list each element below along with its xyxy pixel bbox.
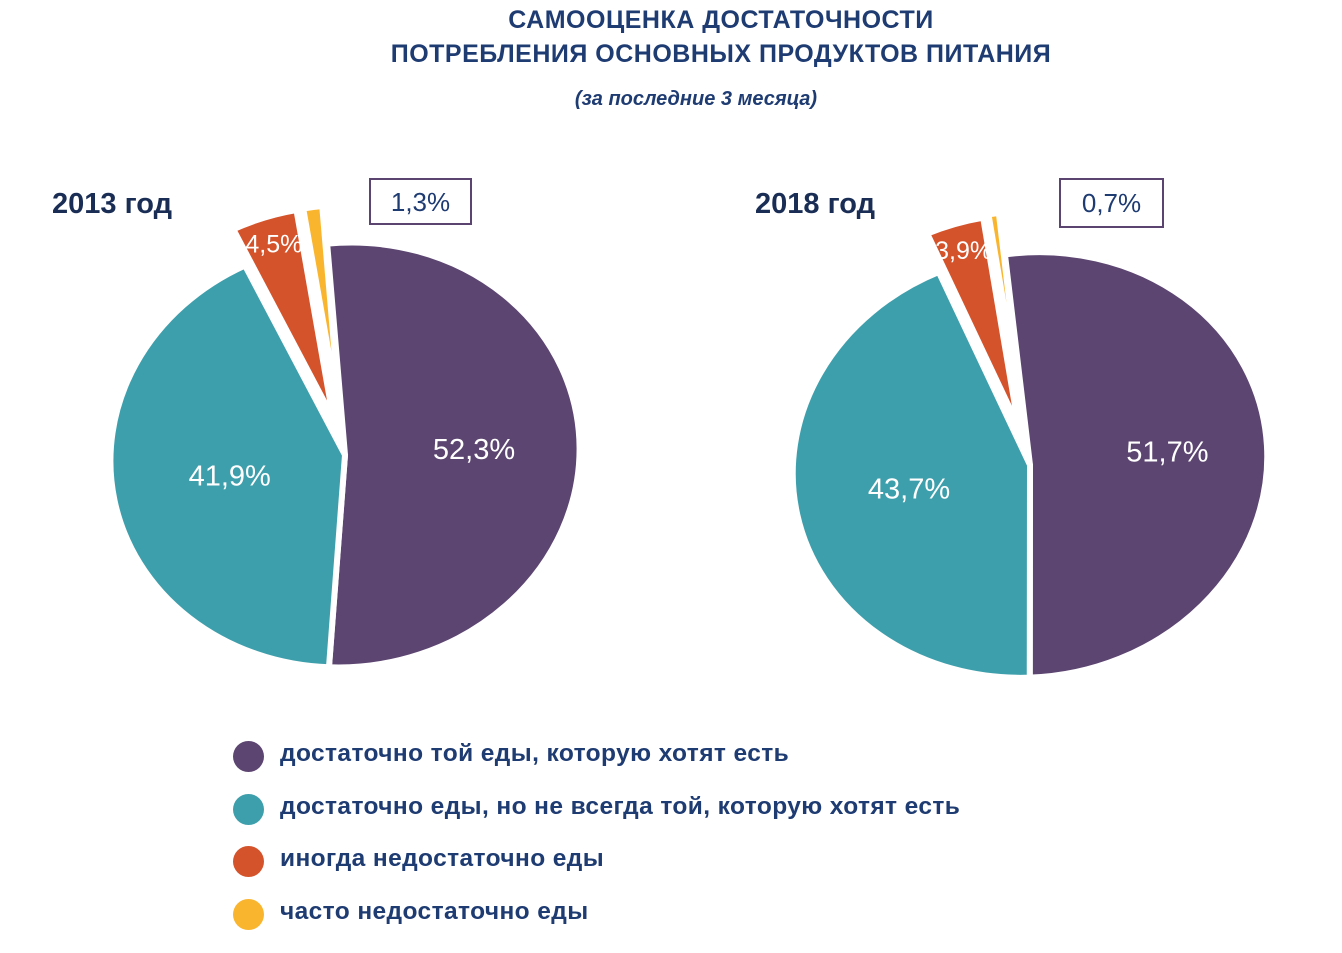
pie-2018: 51,7% 43,7% 3,9% xyxy=(789,209,1271,681)
pie-2013-slice-sometimes-not-enough xyxy=(229,206,337,421)
legend-label: часто недостаточно еды xyxy=(280,898,589,925)
chart-title-line-1: САМООЦЕНКА ДОСТАТОЧНОСТИ xyxy=(508,6,934,34)
pie-2013-title: 2013 год xyxy=(52,188,173,220)
pie-2013-slice-enough-not-always-wanted xyxy=(107,261,349,671)
legend-label: достаточно еды, но не всегда той, котору… xyxy=(280,793,961,820)
pie-2013: 52,3% 41,9% 4,5% xyxy=(107,202,583,671)
legend-label: иногда недостаточно еды xyxy=(280,845,605,872)
pie-2013-label-sometimes-not-enough: 4,5% xyxy=(245,230,302,258)
legend-marker-teal xyxy=(233,794,264,825)
chart-subtitle: (за последние 3 месяца) xyxy=(574,88,818,110)
pie-2018-label-enough-wanted-food: 51,7% xyxy=(1126,436,1208,468)
chart-title-line-2: ПОТРЕБЛЕНИЯ ОСНОВНЫХ ПРОДУКТОВ ПИТАНИЯ xyxy=(390,40,1052,68)
pie-2018-label-sometimes-not-enough: 3,9% xyxy=(935,237,992,265)
legend-marker-yellow xyxy=(233,899,264,930)
pie-2018-slice-sometimes-not-enough xyxy=(923,214,1022,428)
pie-2013-slice-enough-wanted-food xyxy=(323,239,583,671)
legend-marker-purple xyxy=(233,741,264,772)
pie-2018-callout-label: 0,7% xyxy=(1059,178,1164,228)
pie-2013-label-enough-wanted-food: 52,3% xyxy=(433,434,515,466)
legend-label: достаточно той еды, которую хотят есть xyxy=(280,740,790,767)
pie-2018-slice-enough-wanted-food xyxy=(1001,249,1271,681)
pie-2018-title: 2018 год xyxy=(755,188,876,220)
pie-2013-callout-label: 1,3% xyxy=(369,178,472,225)
pie-2018-label-enough-not-always-wanted: 43,7% xyxy=(868,474,950,506)
pie-2018-slice-often-not-enough xyxy=(985,209,1027,424)
pie-2018-slice-enough-not-always-wanted xyxy=(789,268,1034,681)
legend-marker-orange xyxy=(233,846,264,877)
pie-2013-slice-often-not-enough xyxy=(299,202,344,418)
pie-2013-label-enough-not-always-wanted: 41,9% xyxy=(189,460,271,492)
